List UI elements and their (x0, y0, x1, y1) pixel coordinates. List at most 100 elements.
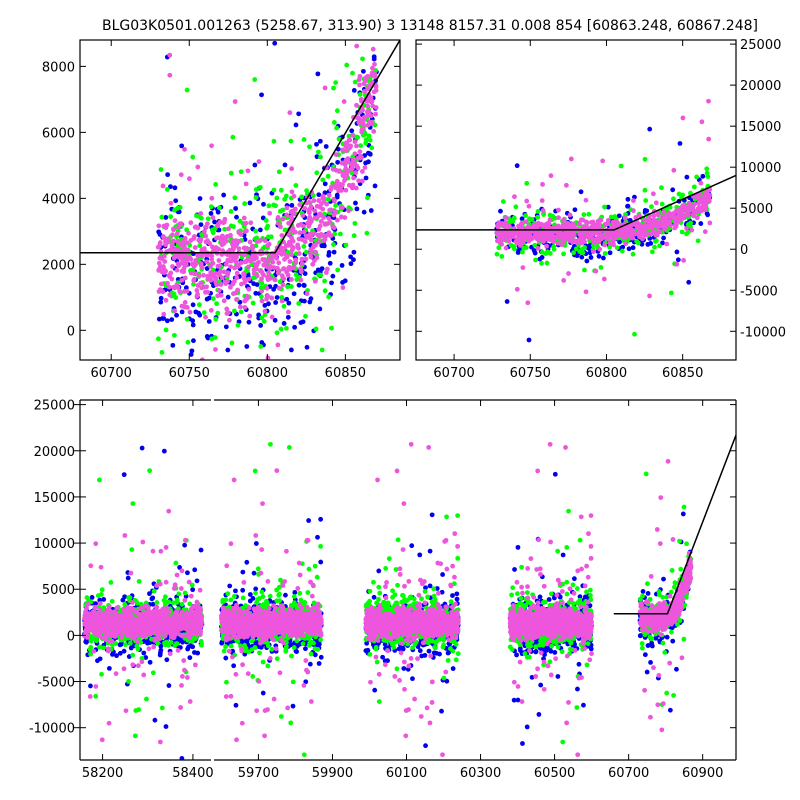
data-point (360, 56, 365, 62)
data-point (245, 168, 251, 174)
data-point (346, 137, 352, 143)
data-point (302, 298, 307, 304)
data-point (343, 187, 349, 193)
data-point (327, 260, 333, 266)
data-point (225, 347, 231, 353)
y-tick-label: 6000 (42, 126, 75, 141)
data-point (216, 258, 222, 263)
data-point (175, 647, 181, 653)
data-point (158, 167, 164, 172)
data-point (124, 632, 130, 638)
data-point (238, 232, 244, 237)
data-point (134, 608, 140, 614)
data-point (214, 301, 220, 307)
data-point (160, 183, 166, 189)
data-point (700, 173, 706, 179)
data-point (312, 215, 318, 221)
data-point (114, 653, 119, 659)
data-point (319, 347, 325, 353)
data-point (296, 111, 302, 117)
data-point (167, 651, 173, 657)
data-point (333, 202, 339, 208)
data-point (593, 268, 599, 274)
data-point (626, 246, 632, 252)
data-point (586, 231, 592, 237)
data-point (150, 548, 156, 554)
data-point (306, 208, 312, 213)
data-point (524, 180, 530, 186)
data-point (145, 640, 150, 646)
data-point (269, 314, 275, 320)
data-point (326, 215, 332, 221)
data-point (301, 283, 307, 288)
data-point (336, 187, 342, 193)
data-point (284, 212, 290, 218)
data-point (88, 612, 94, 618)
y-tick-label: 10000 (34, 537, 75, 552)
data-point (194, 631, 200, 637)
data-point (330, 166, 336, 172)
data-point (208, 263, 213, 269)
data-point (684, 226, 689, 231)
data-point (599, 234, 605, 240)
data-point (318, 154, 323, 160)
data-point (363, 160, 369, 166)
data-point (195, 650, 201, 656)
data-point (189, 348, 195, 354)
data-point (188, 593, 194, 599)
data-point (322, 278, 327, 284)
y-tick-label: 10000 (740, 161, 781, 176)
data-point (182, 275, 188, 281)
data-point (248, 256, 254, 261)
data-point (649, 204, 654, 210)
data-point (230, 134, 236, 140)
data-point (513, 204, 519, 210)
data-point (204, 284, 209, 290)
data-point (361, 81, 367, 87)
data-point (129, 632, 135, 638)
data-point (308, 251, 313, 257)
data-point (198, 280, 204, 286)
data-point (371, 89, 377, 95)
data-point (213, 347, 218, 352)
data-point (331, 249, 337, 255)
data-point (257, 227, 263, 233)
data-point (130, 662, 136, 668)
data-point (524, 198, 530, 204)
data-point (144, 632, 150, 637)
data-point (259, 315, 265, 321)
data-point (99, 737, 105, 743)
data-point (289, 252, 295, 258)
data-point (303, 249, 309, 255)
data-point (274, 295, 280, 300)
data-point (83, 639, 89, 645)
data-point (188, 238, 194, 243)
data-point (328, 187, 334, 193)
data-point (631, 208, 636, 214)
data-point (173, 251, 179, 257)
data-point (236, 239, 242, 245)
data-point (196, 302, 202, 308)
data-point (114, 611, 119, 617)
data-point (156, 229, 162, 235)
data-point (203, 314, 208, 320)
data-point (226, 226, 231, 232)
data-point (498, 208, 503, 214)
data-point (159, 349, 165, 355)
data-point (561, 278, 567, 283)
data-point (316, 661, 322, 666)
data-point (547, 251, 553, 256)
data-point (90, 628, 95, 634)
data-point (369, 70, 375, 76)
data-point (366, 83, 372, 89)
data-point (261, 262, 267, 268)
data-point (535, 245, 541, 251)
data-point (159, 214, 165, 220)
data-point (308, 237, 314, 243)
data-point (228, 264, 233, 270)
data-point (198, 547, 204, 553)
data-point (614, 221, 620, 227)
data-point (625, 196, 631, 202)
data-point (353, 200, 358, 206)
data-point (287, 110, 293, 116)
